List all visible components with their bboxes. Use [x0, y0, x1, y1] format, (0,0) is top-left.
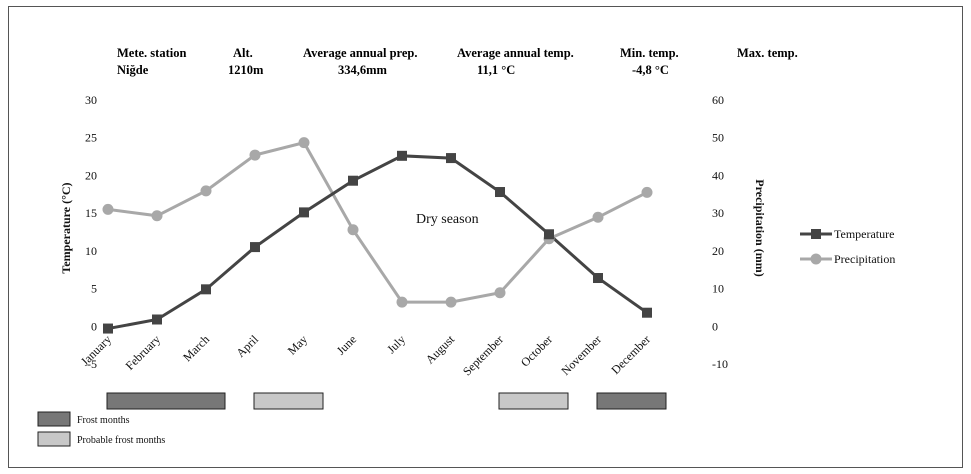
precipitation-line: [107, 140, 648, 304]
temperature-point: [495, 187, 505, 198]
left-tick-label: 25: [85, 131, 97, 145]
chart-frame: [8, 6, 963, 468]
temperature-line: [107, 154, 648, 331]
frost-legend: Frost months Probable frost months: [37, 411, 165, 447]
probable-month-bar: [498, 392, 569, 410]
temperature-value: 11,1 °C: [477, 63, 515, 77]
precipitation-point: [298, 137, 310, 149]
precipitation-point: [592, 211, 604, 223]
right-tick-label: -10: [712, 357, 728, 371]
x-tick-label: October: [518, 332, 555, 369]
max-temp-label: Max. temp.: [737, 46, 798, 60]
precipitation-point: [200, 185, 212, 197]
right-tick-label: 30: [712, 206, 724, 220]
x-tick-label: December: [608, 332, 653, 377]
precipitation-point: [494, 287, 506, 299]
temperature-point: [152, 314, 162, 325]
right-tick-label: 50: [712, 131, 724, 145]
left-tick-label: 20: [85, 168, 97, 182]
temperature-point: [446, 153, 456, 164]
right-axis-ticks: 60 50 40 30 20 10 0 -10: [712, 93, 728, 371]
frost-legend-label: Frost months: [77, 415, 130, 426]
left-tick-label: -5: [87, 357, 97, 371]
right-tick-label: 40: [712, 168, 724, 182]
right-tick-label: 60: [712, 93, 724, 107]
legend-precipitation-marker: [810, 253, 822, 265]
frost-legend-label: Probable frost months: [77, 435, 165, 446]
precipitation-point: [347, 224, 359, 236]
legend-temperature-marker: [811, 229, 821, 239]
x-tick-label: August: [423, 332, 458, 367]
frost-legend-swatch: [37, 411, 71, 427]
precipitation-value: 334,6mm: [338, 63, 388, 77]
x-tick-label: November: [558, 332, 604, 378]
min-temp-label: Min. temp.: [620, 46, 679, 60]
station-header: Mete. station Niğde Alt. 1210m Average a…: [117, 46, 798, 77]
y2-axis-title: Precipitation (mm): [753, 179, 767, 276]
x-tick-label: April: [233, 332, 261, 360]
left-tick-label: 5: [91, 282, 97, 296]
legend: Temperature Precipitation: [800, 227, 895, 266]
left-tick-label: 30: [85, 93, 97, 107]
probable-month-bar: [253, 392, 324, 410]
left-tick-label: 15: [85, 206, 97, 220]
temperature-point: [250, 242, 260, 253]
precipitation-point: [396, 296, 408, 308]
left-tick-label: 0: [91, 319, 97, 333]
temperature-point: [299, 207, 309, 218]
precipitation-point: [445, 296, 457, 308]
x-tick-label: September: [460, 332, 506, 378]
temperature-point: [348, 175, 358, 186]
precipitation-point: [249, 149, 261, 161]
altitude-label: Alt.: [233, 46, 253, 60]
right-tick-label: 0: [712, 319, 718, 333]
y-axis-title: Temperature (°C): [59, 182, 73, 273]
x-tick-label: February: [123, 332, 164, 373]
temperature-point: [642, 307, 652, 318]
left-tick-label: 10: [85, 244, 97, 258]
precipitation-point: [102, 203, 114, 215]
precipitation-point: [151, 210, 163, 222]
min-temp-value: -4,8 °C: [632, 63, 669, 77]
series-lines: [107, 140, 648, 331]
x-tick-label: March: [180, 332, 212, 364]
left-axis-ticks: 30 25 20 15 10 5 0 -5: [85, 93, 97, 371]
station-label: Mete. station: [117, 46, 186, 60]
legend-temperature-label: Temperature: [834, 227, 894, 241]
x-tick-label: June: [334, 332, 359, 357]
series-markers: [102, 137, 653, 334]
temperature-label: Average annual temp.: [457, 46, 574, 60]
temperature-point: [103, 323, 113, 334]
right-tick-label: 10: [712, 282, 724, 296]
temperature-point: [397, 150, 407, 161]
frost-legend-swatch: [37, 431, 71, 447]
precipitation-point: [641, 186, 653, 198]
dry-season-annotation: Dry season: [416, 212, 479, 227]
x-tick-label: May: [285, 332, 310, 357]
precipitation-label: Average annual prep.: [303, 46, 417, 60]
frost-month-bar: [106, 392, 226, 410]
x-axis-ticks: January February March April May June July Augu…: [78, 332, 653, 379]
x-tick-label: July: [384, 332, 408, 356]
legend-precipitation-label: Precipitation: [834, 252, 895, 266]
temperature-point: [544, 229, 554, 240]
altitude-value: 1210m: [228, 63, 264, 77]
frost-month-bar: [596, 392, 667, 410]
temperature-point: [201, 284, 211, 295]
frost-bars: [106, 392, 667, 410]
temperature-point: [593, 273, 603, 284]
station-value: Niğde: [117, 63, 149, 77]
right-tick-label: 20: [712, 244, 724, 258]
